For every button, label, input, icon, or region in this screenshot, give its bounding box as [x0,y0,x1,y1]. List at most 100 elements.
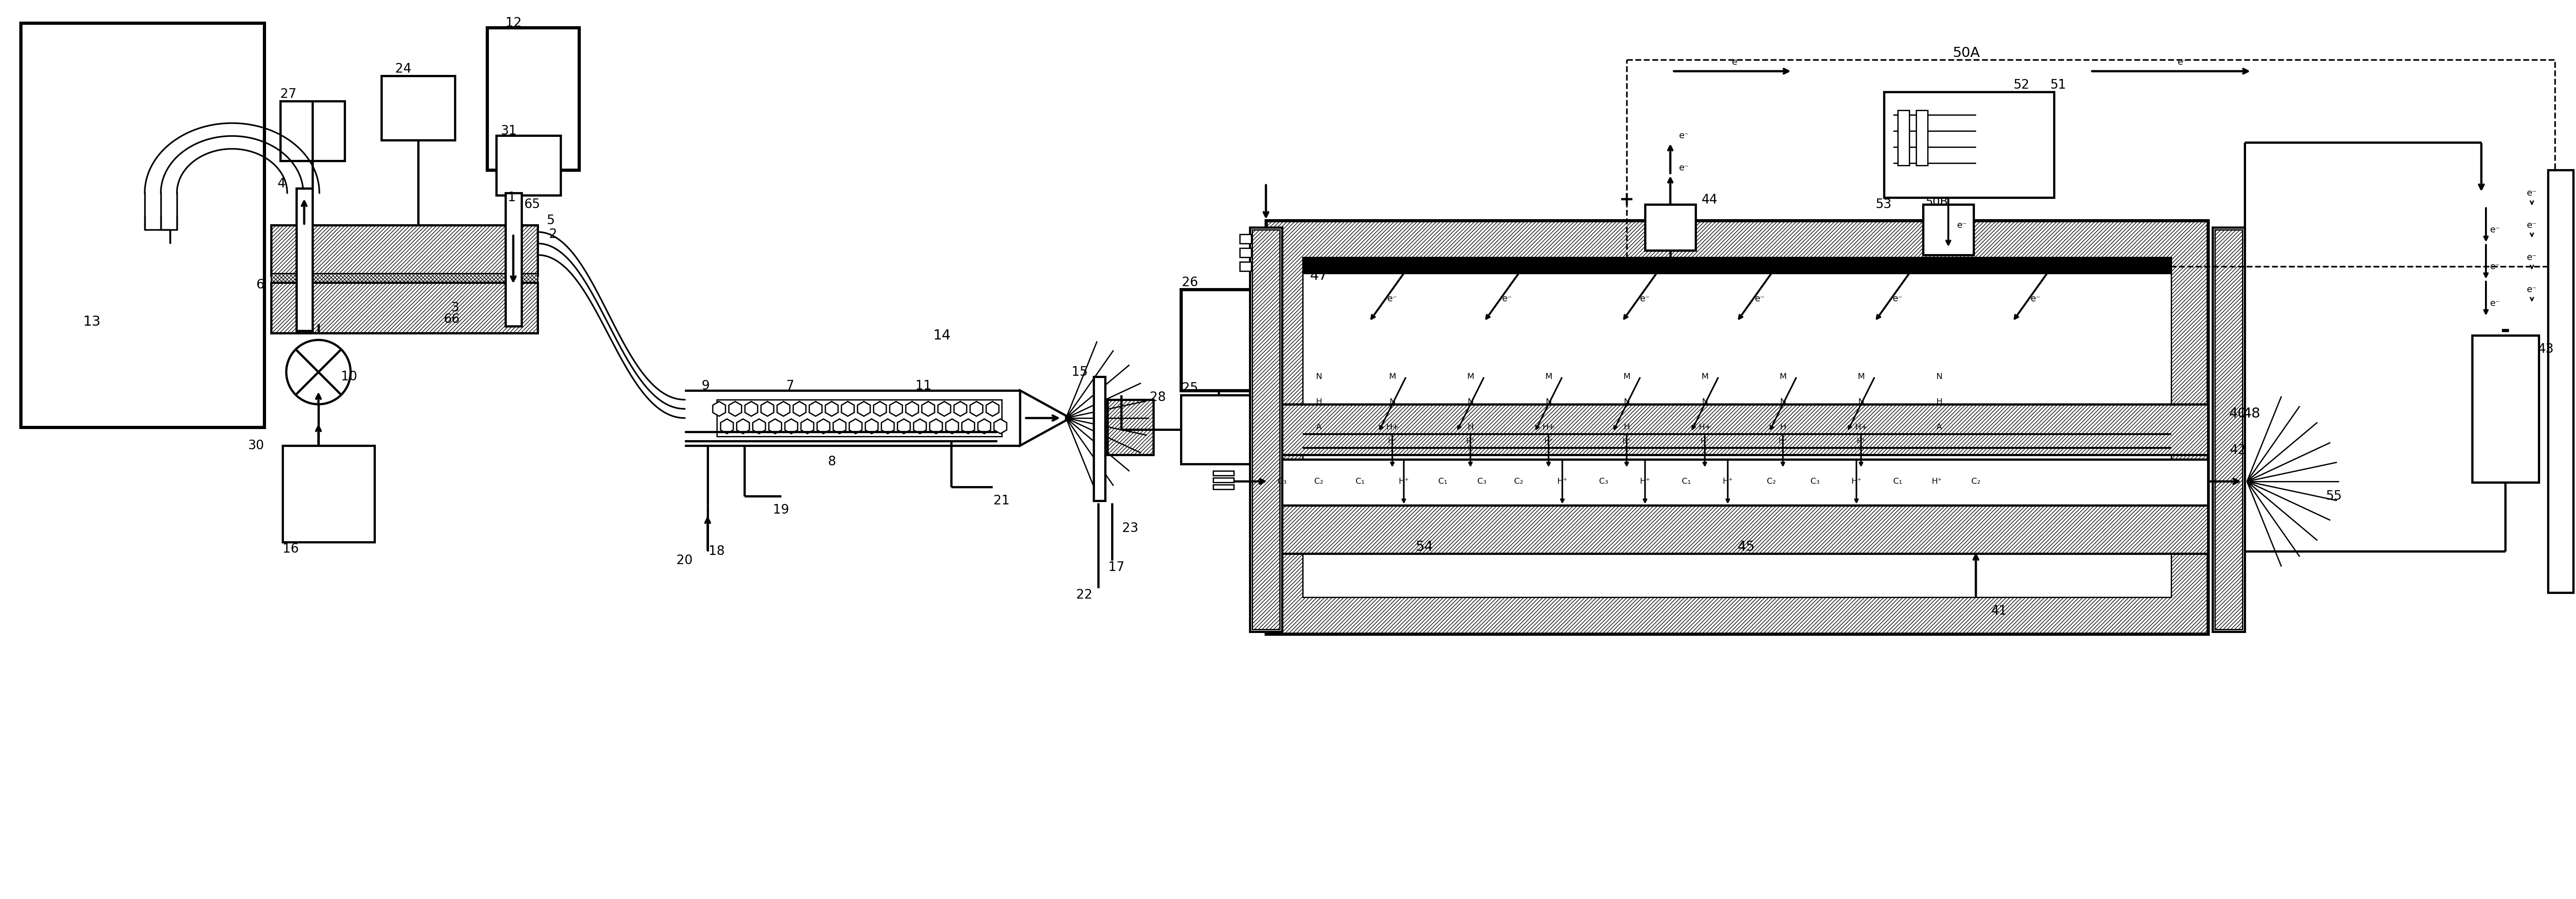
Bar [283,446,374,542]
Text: 12: 12 [505,16,523,30]
Bar [296,189,312,331]
Text: e⁻: e⁻ [2177,58,2187,67]
Bar [1239,235,1252,244]
Text: 31: 31 [500,124,518,138]
Bar [1265,503,2208,554]
Circle shape [286,340,350,405]
Text: e⁻: e⁻ [2527,253,2537,262]
Text: e⁻: e⁻ [2030,294,2040,303]
Text: H+: H+ [1855,423,1868,432]
Text: -: - [2501,320,2509,342]
Text: 13: 13 [82,315,100,328]
Text: C₁: C₁ [1437,477,1448,485]
Text: e⁻: e⁻ [1388,294,1396,303]
Bar [1917,111,1927,165]
Text: 50A: 50A [1953,46,1981,59]
Bar [1108,400,1154,455]
Text: 3: 3 [451,301,459,315]
Text: H: H [1937,398,1942,406]
Bar [1180,289,1257,390]
Text: 6: 6 [255,279,265,291]
Bar [1213,477,1234,483]
Text: H⁺: H⁺ [1543,438,1553,444]
Text: 52: 52 [2014,78,2030,92]
Bar [2473,335,2540,483]
Bar [1249,227,1283,632]
Text: M: M [1388,372,1396,381]
Text: H⁺: H⁺ [1932,477,1942,485]
Text: e⁻: e⁻ [2491,226,2501,234]
Text: H⁺: H⁺ [1399,477,1409,485]
Text: H: H [1316,398,1321,406]
Text: N: N [1703,398,1708,406]
Bar [1646,204,1695,250]
Text: H⁺: H⁺ [1852,477,1862,485]
Text: e⁻: e⁻ [2491,263,2501,271]
Bar [2548,170,2573,592]
Text: 53: 53 [1875,198,1893,211]
Text: C₂: C₂ [1314,477,1324,485]
Text: C₂: C₂ [1515,477,1522,485]
Text: 45: 45 [1736,540,1754,553]
Text: C₂: C₂ [1767,477,1775,485]
Text: A: A [1937,423,1942,432]
Text: 4: 4 [278,177,286,191]
Text: 23: 23 [1123,521,1139,535]
Bar [2215,229,2241,629]
Text: e⁻: e⁻ [1502,294,1512,303]
Text: 26: 26 [1182,276,1198,289]
Bar [487,28,580,170]
Bar [21,23,265,427]
Bar [1252,229,1280,629]
Bar [1265,459,2208,505]
Text: N: N [1857,398,1865,406]
Text: 2: 2 [549,227,556,241]
Text: 42: 42 [2231,444,2246,457]
Text: 1: 1 [507,191,515,204]
Text: C₃: C₃ [1811,477,1819,485]
Text: 19: 19 [773,503,788,516]
Text: H⁺: H⁺ [1700,438,1710,444]
Bar [2213,227,2244,632]
Text: 48: 48 [2244,406,2262,420]
Text: e⁻: e⁻ [1680,131,1690,140]
Text: 8: 8 [827,455,835,468]
Text: H⁺: H⁺ [1556,477,1569,485]
Text: 15: 15 [1072,366,1087,378]
Text: 65: 65 [523,198,541,211]
Text: e⁻: e⁻ [1893,294,1904,303]
Text: H⁺: H⁺ [1857,438,1865,444]
Text: 51: 51 [2050,78,2066,92]
Text: e⁻: e⁻ [1680,164,1690,172]
Text: C₁: C₁ [1893,477,1901,485]
Bar [1899,111,1909,165]
Text: e⁻: e⁻ [2527,189,2537,197]
Text: 30: 30 [247,440,265,452]
Text: 41: 41 [1991,604,2007,618]
Text: C₁: C₁ [1355,477,1365,485]
Text: 55: 55 [2326,490,2342,503]
Text: 16: 16 [283,542,299,556]
Bar [1239,262,1252,271]
Text: H: H [1780,423,1785,432]
Bar [716,400,1002,436]
Text: H⁺: H⁺ [1723,477,1734,485]
Text: A: A [1316,423,1321,432]
Bar [497,136,562,195]
Text: 14: 14 [933,329,951,342]
Text: 22: 22 [1077,589,1092,601]
Text: 7: 7 [786,379,793,392]
Bar [1265,220,2208,634]
Text: N: N [1546,398,1551,406]
Text: H⁺: H⁺ [1641,477,1651,485]
Bar [1265,405,2208,455]
Text: +: + [1620,191,1633,209]
Text: H⁺: H⁺ [1388,438,1396,444]
Text: M: M [1700,372,1708,381]
Text: C₁: C₁ [1682,477,1690,485]
Text: 5: 5 [546,214,554,227]
Bar [281,101,345,161]
Text: 40: 40 [2228,406,2246,420]
Text: M: M [1857,372,1865,381]
Bar [1213,471,1234,476]
